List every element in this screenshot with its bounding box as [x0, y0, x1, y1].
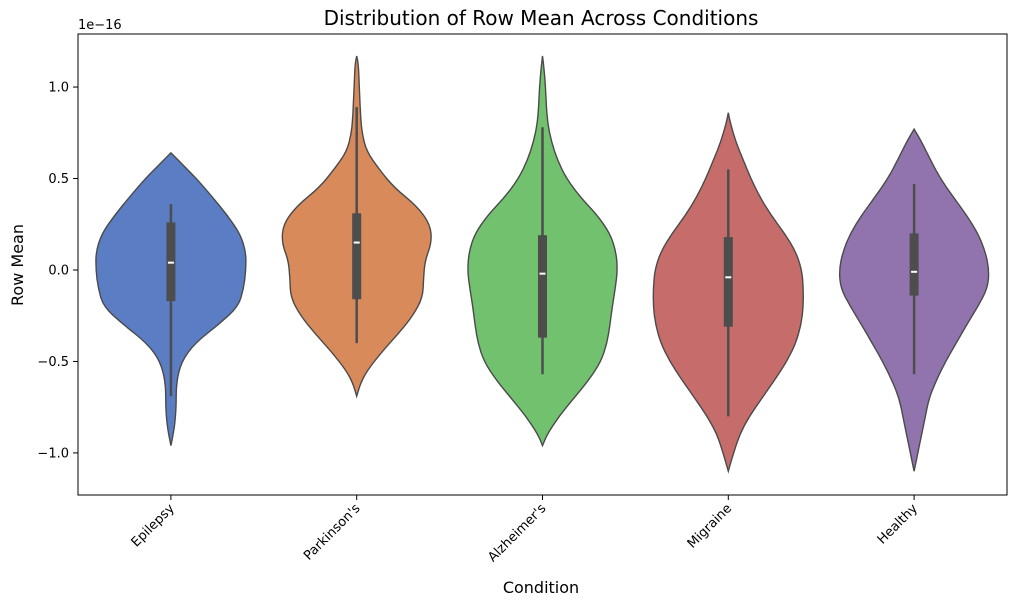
- median-marker: [539, 272, 546, 275]
- y-tick-label: 1.0: [48, 81, 69, 96]
- chart-title: Distribution of Row Mean Across Conditio…: [324, 6, 759, 30]
- median-marker: [353, 241, 360, 244]
- x-tick-label: Healthy: [875, 501, 921, 547]
- iqr-box: [538, 235, 547, 338]
- x-tick-label: Parkinson's: [301, 501, 364, 564]
- median-marker: [725, 276, 732, 279]
- iqr-box: [723, 237, 733, 327]
- y-axis-label: Row Mean: [8, 224, 27, 306]
- y-tick-label: −1.0: [37, 446, 69, 461]
- x-tick-label: Alzheimer's: [485, 501, 549, 565]
- iqr-box: [352, 213, 362, 300]
- iqr-box: [909, 233, 919, 296]
- x-tick-label: Epilepsy: [129, 501, 178, 550]
- boxes-group: [166, 107, 919, 417]
- x-tick-label: Migraine: [685, 501, 735, 551]
- x-axis-ticks: Epilepsy Parkinson's Alzheimer's Migraine He…: [129, 495, 921, 565]
- y-axis-ticks: −1.0 −0.5 0.0 0.5 1.0: [37, 81, 78, 461]
- y-tick-label: 0.5: [48, 172, 69, 187]
- median-marker: [167, 261, 174, 264]
- y-tick-label: 0.0: [48, 263, 69, 278]
- y-scale-label: 1e−16: [78, 18, 122, 33]
- y-tick-label: −0.5: [37, 355, 69, 370]
- median-marker: [911, 270, 918, 273]
- x-axis-label: Condition: [503, 578, 579, 597]
